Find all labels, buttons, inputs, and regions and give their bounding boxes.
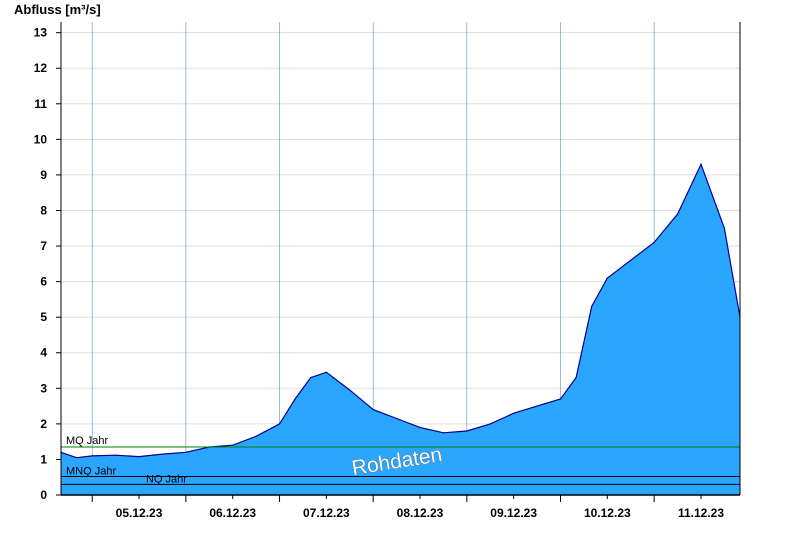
reference-lines: MQ Jahr MNQ Jahr NQ Jahr	[61, 435, 740, 485]
data-point	[536, 405, 538, 407]
x-tick-label: 07.12.23	[303, 506, 350, 520]
data-point	[372, 409, 374, 411]
y-tick-label: 12	[34, 61, 48, 75]
y-tick-label: 7	[40, 239, 47, 253]
x-tick-label: 05.12.23	[116, 506, 163, 520]
data-point	[723, 227, 726, 229]
data-point	[161, 453, 164, 455]
x-tick-label: 10.12.23	[584, 506, 631, 520]
data-point	[91, 455, 93, 457]
y-tick-label: 11	[34, 97, 47, 111]
y-tick-label: 4	[40, 346, 47, 360]
x-tick-label: 09.12.23	[490, 506, 537, 520]
y-tick-label: 1	[40, 452, 47, 466]
data-point	[325, 371, 327, 373]
data-point	[294, 398, 296, 400]
x-tick-label: 11.12.23	[678, 506, 724, 520]
y-tick-label: 8	[40, 203, 47, 217]
data-point	[115, 454, 117, 456]
data-point	[653, 241, 655, 244]
y-tick-label: 2	[40, 417, 47, 431]
data-point	[232, 444, 234, 446]
data-point	[310, 377, 312, 379]
data-point	[278, 423, 281, 425]
data-point	[606, 277, 608, 279]
data-point	[419, 426, 421, 428]
y-axis-label: Abfluss [m³/s]	[14, 2, 101, 17]
data-point	[442, 432, 444, 434]
y-tick-label: 13	[34, 26, 48, 40]
nq-label: NQ Jahr	[146, 473, 187, 485]
data-point	[513, 412, 515, 414]
data-point	[138, 456, 140, 458]
x-tick-label: 08.12.23	[397, 506, 444, 520]
mnq-label: MNQ Jahr	[66, 466, 116, 478]
data-point	[677, 213, 679, 215]
data-point	[630, 259, 632, 261]
data-point	[575, 377, 577, 379]
data-point	[466, 430, 468, 432]
data-point	[396, 417, 398, 420]
grid-lines	[61, 22, 740, 495]
discharge-area	[60, 162, 741, 496]
y-tick-label: 10	[34, 132, 48, 146]
data-point	[700, 163, 702, 165]
y-tick-label: 5	[40, 310, 47, 324]
data-point	[76, 457, 78, 459]
y-tick-label: 0	[40, 488, 47, 502]
discharge-area-fill	[61, 164, 740, 496]
y-tick-label: 9	[40, 168, 47, 182]
data-point	[255, 435, 257, 437]
y-tick-label: 6	[40, 275, 47, 289]
data-point	[559, 398, 562, 400]
data-point	[185, 451, 187, 453]
data-point	[349, 389, 351, 391]
x-tick-label: 06.12.23	[209, 506, 256, 520]
data-point	[591, 305, 593, 308]
data-point	[489, 423, 491, 425]
mq-label: MQ Jahr	[66, 435, 109, 447]
y-tick-label: 3	[40, 381, 47, 395]
